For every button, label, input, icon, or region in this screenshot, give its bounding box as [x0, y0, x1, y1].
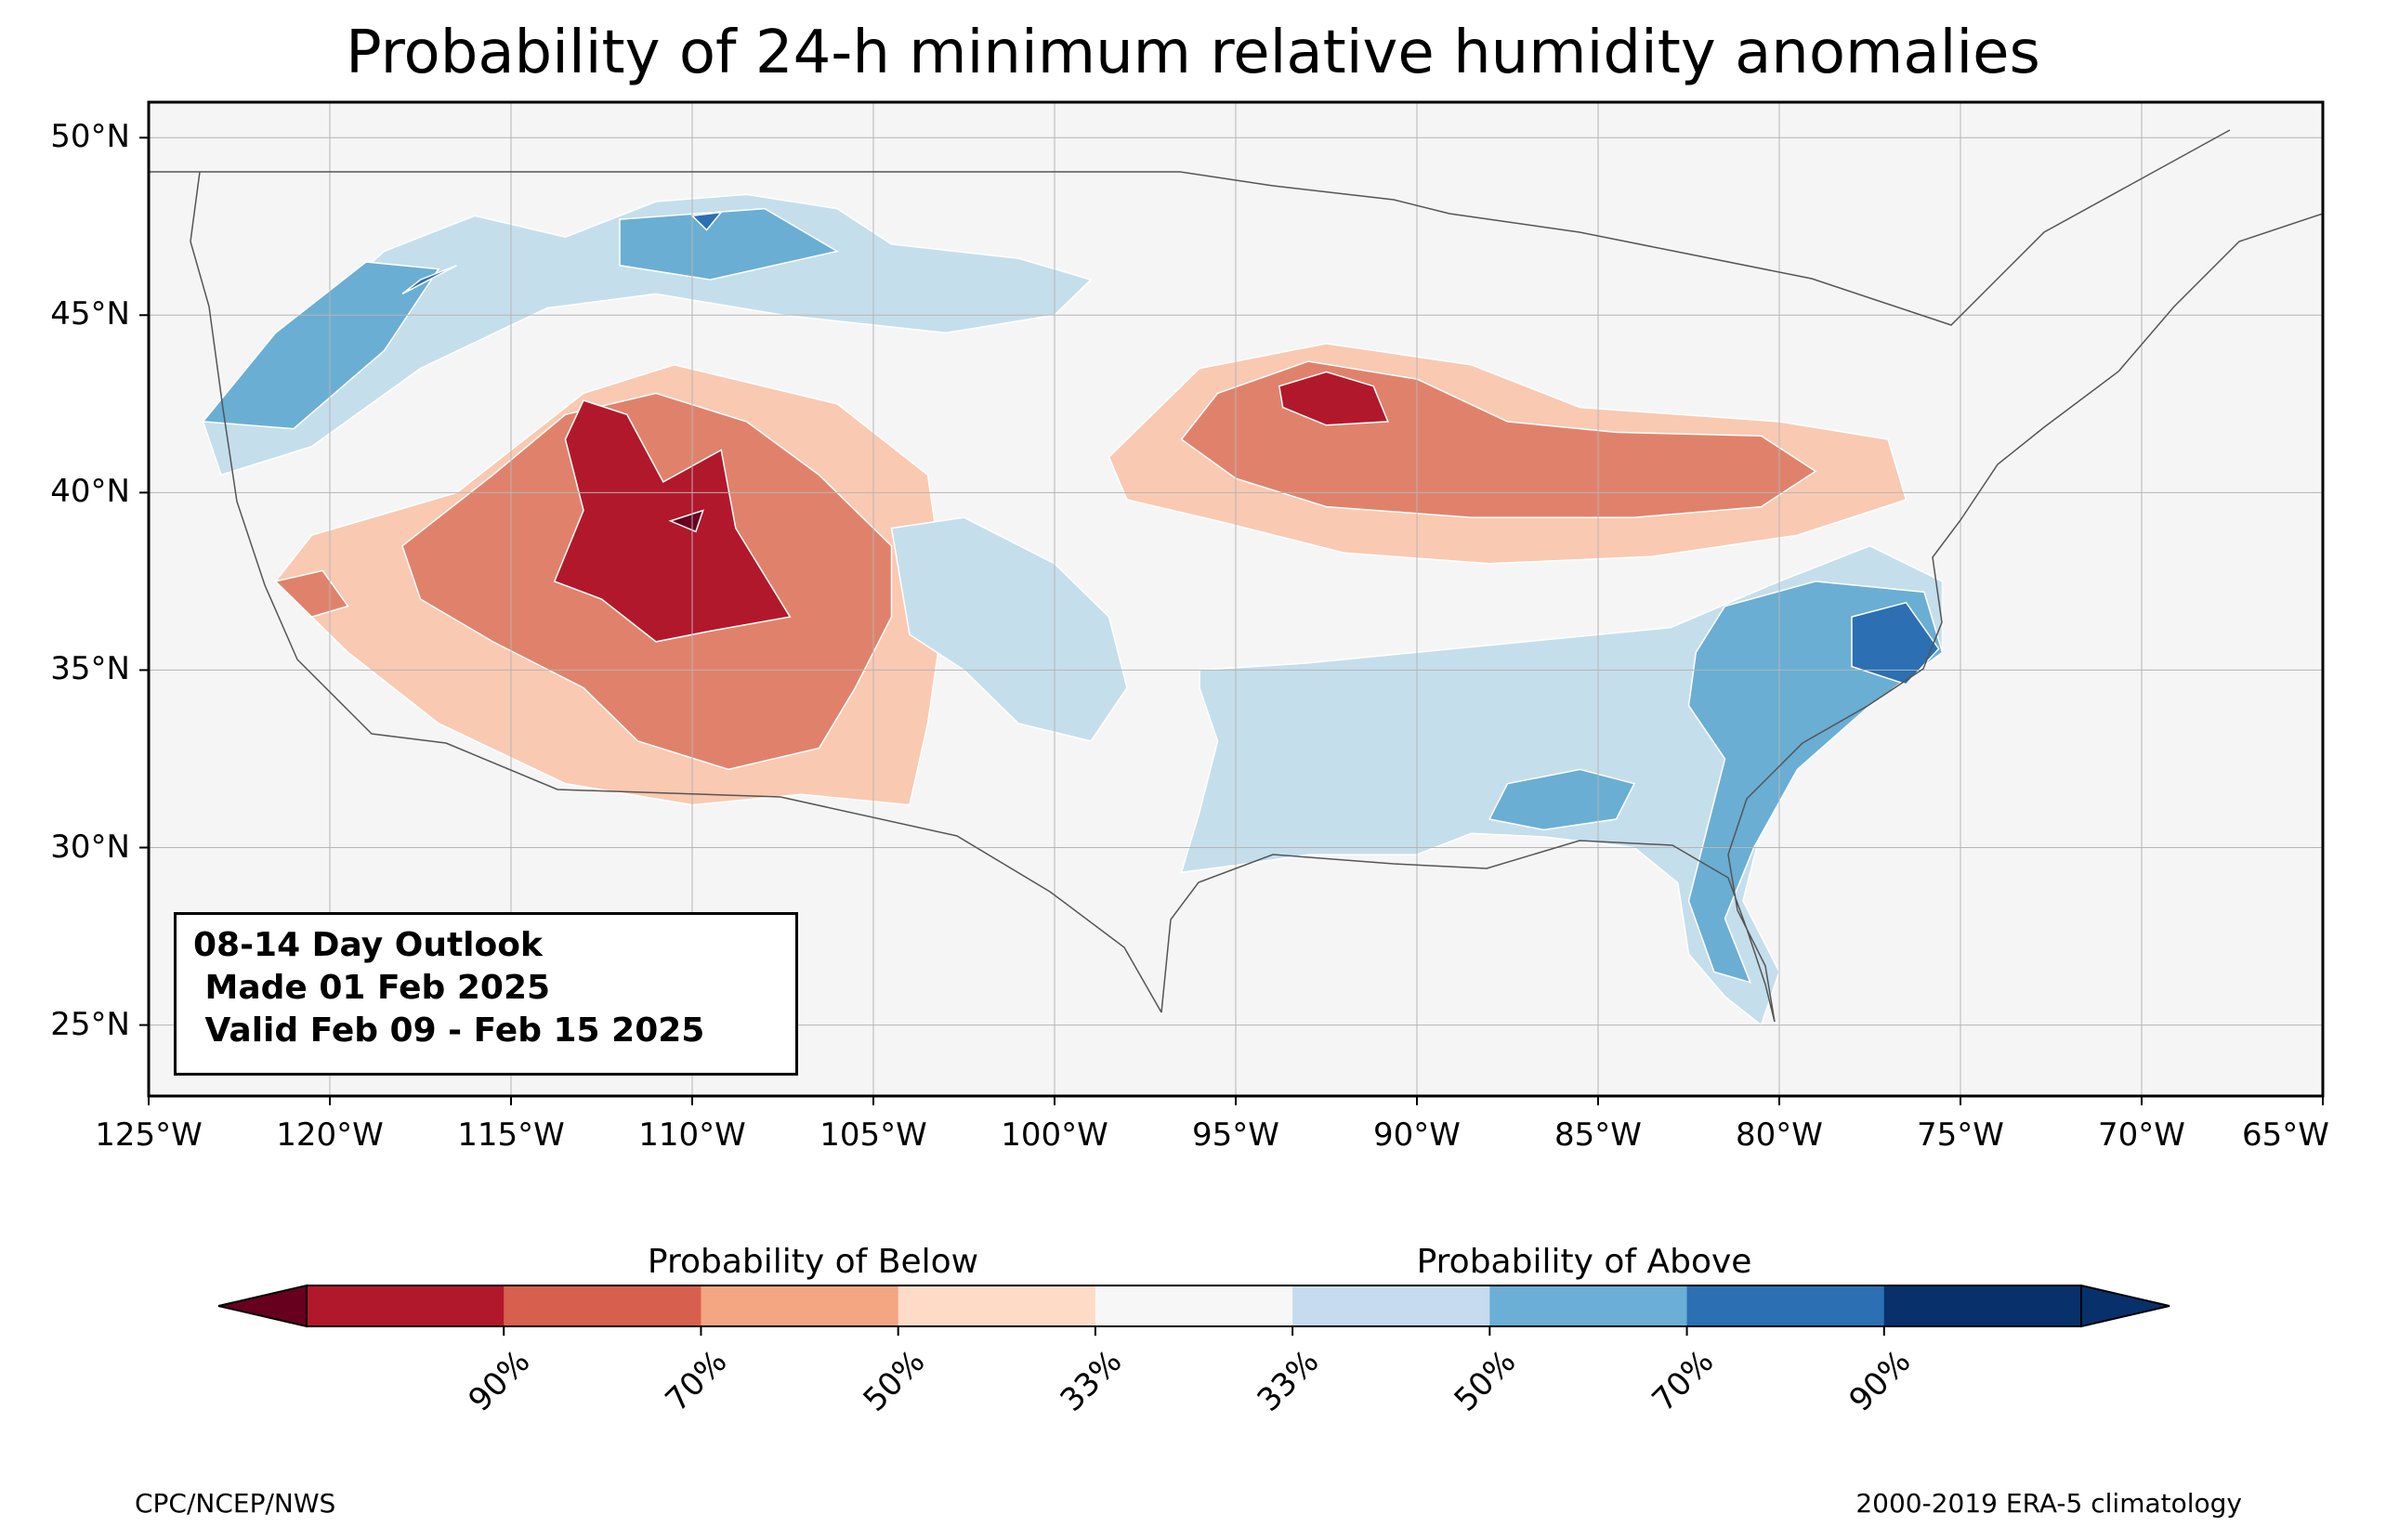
colorbar-title-above: Probability of Above	[1416, 1243, 1752, 1281]
colorbar-frame	[306, 1285, 2082, 1327]
anomaly-region-above-50	[202, 261, 440, 430]
lon-tick-label: 110°W	[638, 1116, 746, 1154]
gulf-coastline	[1160, 840, 1776, 1023]
colorbar-segment	[1883, 1286, 2082, 1326]
lat-tick-label: 40°N	[50, 473, 130, 511]
footer-climatology: 2000-2019 ERA-5 climatology	[1855, 1488, 2242, 1519]
us-mexico-border	[445, 742, 1162, 1013]
anomaly-region-above-50	[619, 207, 840, 281]
lat-tick-label: 50°N	[50, 118, 130, 156]
lon-tick-label: 70°W	[2098, 1116, 2185, 1154]
colorbar-segment	[1489, 1286, 1688, 1326]
colorbar-segment	[1686, 1286, 1885, 1326]
colorbar-segment	[307, 1286, 505, 1326]
colorbar-extend-below	[217, 1284, 308, 1328]
lat-tick-label: 30°N	[50, 828, 130, 866]
country-outlines	[149, 129, 2323, 1023]
lon-tick-label: 100°W	[1001, 1116, 1108, 1154]
anomaly-regions	[202, 193, 1944, 1026]
colorbar-segment	[701, 1286, 899, 1326]
colorbar-segment	[1095, 1286, 1293, 1326]
outlook-valid-range: Valid Feb 09 - Feb 15 2025	[193, 1011, 705, 1050]
lon-tick-label: 115°W	[457, 1116, 565, 1154]
colorbar-title-below: Probability of Below	[647, 1243, 979, 1281]
colorbar-segment	[1292, 1286, 1490, 1326]
lon-tick-label: 90°W	[1373, 1116, 1461, 1154]
lon-tick-label: 65°W	[2242, 1116, 2329, 1154]
lat-tick-label: 35°N	[50, 650, 130, 688]
anomaly-region-above-33	[890, 516, 1128, 742]
colorbar-segment	[898, 1286, 1096, 1326]
lon-tick-label: 95°W	[1192, 1116, 1279, 1154]
lon-tick-label: 125°W	[95, 1116, 203, 1154]
anomaly-region-above-50	[1687, 581, 1944, 984]
anomaly-region-below-70	[1278, 371, 1389, 426]
colorbar-segment	[504, 1286, 701, 1326]
outlook-info-box: 08-14 Day Outlook Made 01 Feb 2025 Valid…	[174, 912, 798, 1076]
longitude-ticks	[148, 1096, 2324, 1105]
lon-tick-label: 120°W	[276, 1116, 384, 1154]
lon-tick-label: 80°W	[1736, 1116, 1823, 1154]
latitude-ticks	[139, 137, 149, 1026]
atlantic-coastline	[1727, 213, 2323, 855]
outlook-period: 08-14 Day Outlook	[193, 926, 543, 964]
pacific-coastline	[190, 171, 447, 744]
colorbar-extend-above	[2080, 1284, 2170, 1328]
footer-source: CPC/NCEP/NWS	[135, 1488, 336, 1519]
lat-tick-label: 45°N	[50, 295, 130, 333]
lat-tick-label: 25°N	[50, 1005, 130, 1043]
lon-tick-label: 105°W	[819, 1116, 927, 1154]
lon-tick-label: 75°W	[1917, 1116, 2004, 1154]
chart-title: Probability of 24-h minimum relative hum…	[346, 19, 2040, 87]
anomaly-region-above-70	[690, 211, 723, 231]
anomaly-region-below-90	[668, 509, 704, 533]
lon-tick-label: 85°W	[1554, 1116, 1642, 1154]
colorbar	[217, 1284, 2170, 1336]
us-canada-border	[149, 129, 2231, 326]
outlook-made-date: Made 01 Feb 2025	[193, 969, 551, 1007]
anomaly-region-above-70	[401, 265, 457, 295]
anomaly-region-above-70	[1851, 601, 1940, 685]
